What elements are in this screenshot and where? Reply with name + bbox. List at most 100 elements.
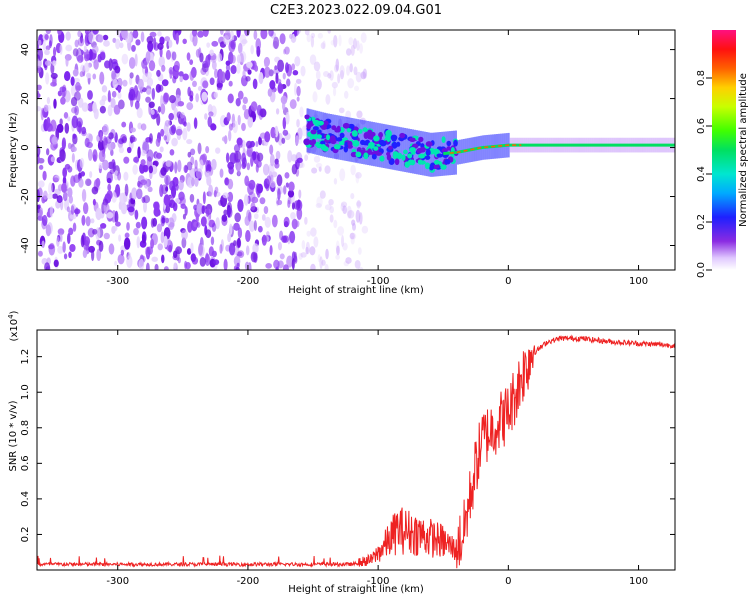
noise-blob: [102, 34, 109, 41]
noise-blob: [52, 177, 59, 183]
signal-dot: [391, 142, 398, 149]
signal-band: [398, 126, 401, 171]
noise-blob: [189, 168, 196, 179]
signal-dot: [322, 120, 329, 126]
noise-blob: [57, 228, 65, 236]
noise-blob: [151, 256, 158, 262]
noise-blob: [277, 59, 285, 73]
signal-dot: [316, 134, 322, 139]
noise-blob: [157, 31, 162, 37]
noise-blob: [227, 178, 234, 190]
noise-blob: [336, 245, 340, 256]
noise-blob: [309, 54, 317, 65]
noise-blob: [171, 51, 177, 61]
noise-blob: [265, 263, 272, 269]
noise-blob: [73, 91, 81, 101]
noise-blob: [58, 196, 62, 203]
signal-dot: [312, 126, 319, 131]
spectrogram-x-label: Height of straight line (km): [288, 285, 424, 296]
signal-dot: [453, 139, 458, 147]
signal-dot: [329, 135, 336, 142]
noise-blob: [322, 70, 330, 78]
spectrogram-x-tick-label: -200: [237, 276, 260, 287]
noise-blob: [140, 123, 147, 131]
noise-blob: [296, 157, 303, 164]
signal-dot: [425, 141, 433, 147]
noise-blob: [184, 260, 188, 270]
noise-blob: [325, 248, 329, 260]
noise-blob: [174, 161, 178, 174]
noise-blob: [186, 52, 191, 61]
noise-blob: [168, 112, 175, 121]
noise-blob: [338, 34, 342, 47]
noise-blob: [156, 69, 161, 77]
noise-blob: [211, 250, 217, 258]
noise-blob: [173, 262, 177, 269]
noise-blob: [295, 135, 299, 146]
noise-blob: [53, 46, 57, 57]
noise-blob: [205, 229, 212, 239]
noise-blob: [165, 186, 169, 192]
noise-blob: [284, 46, 290, 55]
noise-blob: [182, 38, 187, 45]
noise-blob: [169, 125, 176, 136]
noise-blob: [83, 45, 87, 53]
signal-band: [384, 124, 387, 169]
noise-blob: [136, 188, 143, 200]
noise-blob: [135, 221, 141, 229]
noise-blob: [165, 49, 172, 60]
noise-blob: [154, 263, 159, 270]
signal-band: [431, 132, 434, 177]
noise-blob: [187, 220, 193, 233]
noise-blob: [233, 240, 237, 247]
noise-blob: [195, 48, 201, 58]
noise-blob: [120, 249, 125, 256]
spectrogram-y-tick-label: 0: [20, 144, 31, 150]
noise-blob: [221, 136, 227, 142]
noise-blob: [282, 264, 289, 270]
spectrogram-x-tick-label: -100: [367, 276, 390, 287]
noise-blob: [182, 127, 188, 141]
noise-blob: [70, 76, 75, 86]
noise-blob: [273, 259, 280, 269]
noise-blob: [118, 146, 124, 154]
noise-blob: [148, 101, 155, 109]
noise-blob: [88, 133, 93, 142]
noise-blob: [263, 205, 269, 214]
noise-blob: [360, 32, 367, 43]
noise-blob: [161, 64, 166, 72]
noise-blob: [190, 177, 195, 187]
noise-blob: [48, 244, 55, 250]
signal-dot: [334, 127, 340, 133]
noise-blob: [253, 30, 258, 40]
noise-blob: [137, 78, 144, 91]
signal-band: [347, 117, 350, 162]
noise-blob: [92, 30, 99, 35]
noise-blob: [133, 156, 140, 163]
noise-blob: [92, 73, 97, 80]
noise-blob: [201, 153, 208, 163]
noise-blob: [146, 149, 154, 162]
noise-blob: [264, 216, 271, 228]
noise-blob: [103, 40, 110, 47]
noise-blob: [345, 48, 352, 56]
noise-blob: [304, 216, 308, 225]
noise-blob: [315, 202, 322, 209]
noise-blob: [123, 237, 131, 250]
noise-blob: [281, 235, 288, 243]
noise-blob: [44, 60, 52, 66]
noise-blob: [45, 224, 52, 237]
noise-blob: [355, 173, 360, 184]
noise-blob: [310, 227, 317, 237]
noise-blob: [296, 207, 303, 220]
noise-blob: [257, 225, 263, 233]
noise-blob: [88, 31, 95, 44]
noise-blob: [245, 230, 251, 242]
noise-blob: [305, 246, 309, 255]
noise-blob: [147, 40, 154, 52]
noise-blob: [37, 187, 43, 199]
noise-blob: [138, 258, 145, 270]
noise-blob: [111, 191, 117, 203]
spectrogram-x-tick-label: -300: [106, 276, 129, 287]
noise-blob: [178, 179, 184, 191]
